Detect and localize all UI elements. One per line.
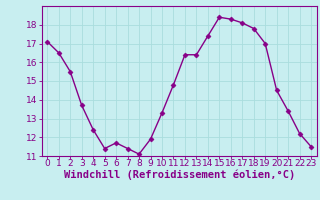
X-axis label: Windchill (Refroidissement éolien,°C): Windchill (Refroidissement éolien,°C) <box>64 170 295 180</box>
